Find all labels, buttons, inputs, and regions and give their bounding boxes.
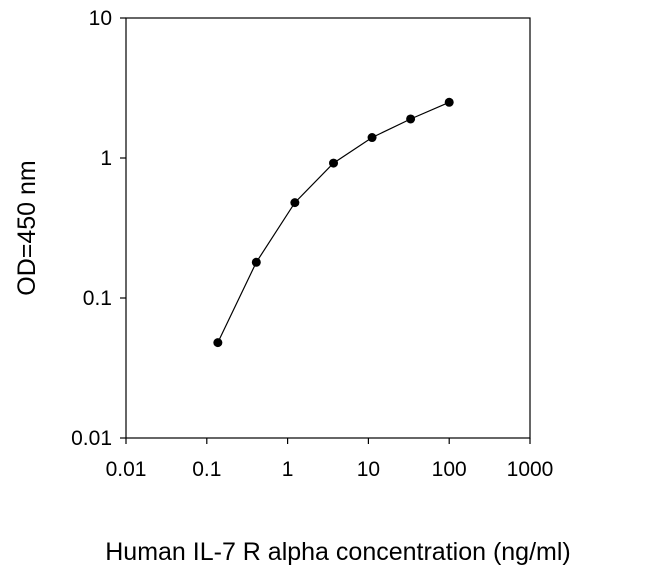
y-tick-label: 0.01 bbox=[71, 427, 112, 450]
data-point bbox=[444, 97, 454, 107]
x-tick-label: 0.1 bbox=[192, 458, 221, 481]
x-tick-label: 100 bbox=[432, 458, 467, 481]
x-tick-label: 1000 bbox=[507, 458, 554, 481]
y-tick-label: 1 bbox=[100, 147, 112, 170]
data-point bbox=[213, 338, 223, 348]
data-point bbox=[367, 133, 377, 143]
data-point bbox=[290, 198, 300, 208]
y-tick-label: 0.1 bbox=[83, 287, 112, 310]
y-tick-label: 10 bbox=[89, 7, 112, 30]
data-point bbox=[406, 114, 416, 124]
x-tick-label: 0.01 bbox=[106, 458, 147, 481]
data-point bbox=[329, 158, 339, 168]
y-axis-title: OD=450 nm bbox=[13, 160, 41, 296]
x-tick-label: 1 bbox=[282, 458, 294, 481]
x-axis: 0.01 0.1 1 10 100 1000 bbox=[106, 438, 554, 481]
plot-area-frame bbox=[125, 17, 531, 439]
y-axis: 0.01 0.1 1 10 bbox=[71, 7, 126, 450]
data-series bbox=[213, 97, 454, 348]
x-tick-label: 10 bbox=[357, 458, 380, 481]
series-line bbox=[217, 101, 450, 343]
data-point bbox=[251, 257, 261, 267]
x-axis-title: Human IL-7 R alpha concentration (ng/ml) bbox=[105, 538, 571, 566]
